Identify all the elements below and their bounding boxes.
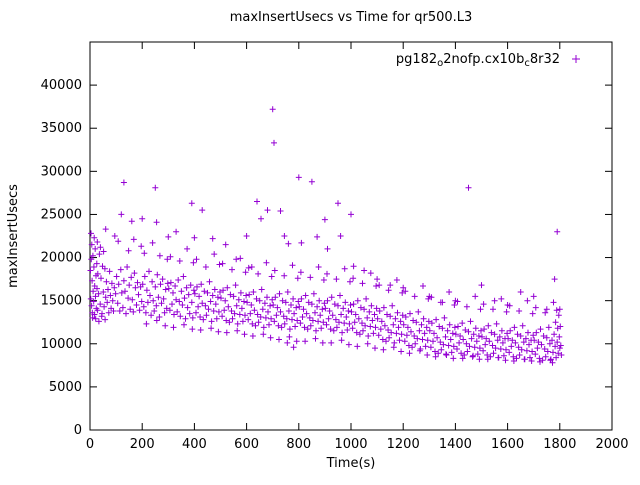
- legend-label-subscript: c: [524, 58, 530, 69]
- series-points: [87, 106, 565, 366]
- legend-label-part: pg182: [396, 52, 437, 67]
- x-tick-label: 400: [182, 437, 207, 452]
- x-axis-label: Time(s): [326, 456, 376, 471]
- y-tick-label: 40000: [41, 78, 82, 93]
- x-tick-label: 2000: [595, 437, 628, 452]
- axis-ticks: 0 200 400 600 800 1000 1200 1400 1600 1800 2000050…: [41, 42, 629, 452]
- y-tick-label: 5000: [49, 380, 82, 395]
- y-tick-label: 20000: [41, 251, 82, 266]
- legend-label-subscript: o: [437, 58, 443, 69]
- y-axis-label: maxInsertUsecs: [6, 184, 21, 288]
- y-tick-label: 35000: [41, 121, 82, 136]
- legend-label-part: 2nofp.cx10b: [443, 52, 524, 67]
- x-tick-label: 1600: [491, 437, 524, 452]
- y-tick-label: 30000: [41, 164, 82, 179]
- data-points: [87, 106, 565, 366]
- legend: pg182o2nofp.cx10bc8r32: [396, 52, 580, 69]
- y-tick-label: 0: [74, 423, 82, 438]
- x-tick-label: 1200: [387, 437, 420, 452]
- y-tick-label: 25000: [41, 207, 82, 222]
- x-tick-label: 1400: [439, 437, 472, 452]
- y-tick-label: 10000: [41, 337, 82, 352]
- x-tick-label: 200: [130, 437, 155, 452]
- x-tick-label: 1800: [543, 437, 576, 452]
- y-tick-label: 15000: [41, 294, 82, 309]
- chart-title: maxInsertUsecs vs Time for qr500.L3: [230, 10, 473, 25]
- x-tick-label: 600: [234, 437, 259, 452]
- x-tick-label: 800: [286, 437, 311, 452]
- legend-marker-icon: [572, 55, 580, 63]
- x-tick-label: 0: [86, 437, 94, 452]
- x-tick-label: 1000: [334, 437, 367, 452]
- legend-label: pg182o2nofp.cx10bc8r32: [396, 52, 560, 69]
- legend-label-part: 8r32: [530, 52, 560, 67]
